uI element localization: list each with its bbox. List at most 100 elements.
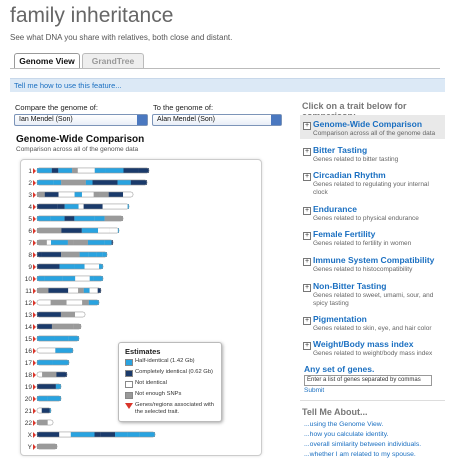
- trait-name[interactable]: Female Fertility: [313, 229, 376, 239]
- chromosome-segment: [37, 312, 61, 317]
- chromosome-label: 8: [28, 252, 32, 259]
- chromosome-segment: [50, 216, 65, 221]
- chromosome-outline: [36, 251, 108, 258]
- chromosome-marker: [33, 240, 36, 246]
- chromosome-segment: [93, 276, 103, 281]
- chromosome-segment: [67, 240, 74, 245]
- chromosome-segment: [61, 252, 80, 257]
- chromosome-segment: [49, 408, 51, 413]
- to-select[interactable]: Alan Mendel (Son): [152, 114, 282, 126]
- chromosome-outline: [36, 443, 58, 450]
- chromosome-marker: [33, 264, 36, 270]
- legend-swatch: [125, 381, 133, 388]
- chromosome-segment: [57, 204, 65, 209]
- chromosome-segment: [73, 240, 88, 245]
- trait-expand[interactable]: +: [303, 317, 311, 325]
- trait-expand[interactable]: +: [303, 342, 311, 350]
- tab-divider: [10, 68, 440, 69]
- tab[interactable]: GrandTree: [82, 53, 144, 68]
- chromosome-marker: [33, 336, 36, 342]
- tab-active[interactable]: Genome View: [14, 53, 80, 68]
- chromosome-segment: [93, 192, 100, 197]
- chromosome-outline: [36, 227, 120, 234]
- trait-name[interactable]: Non-Bitter Tasting: [313, 281, 387, 291]
- help-link[interactable]: Tell me how to use this feature...: [14, 81, 122, 90]
- trait-name[interactable]: Circadian Rhythm: [313, 170, 386, 180]
- compare-label: Compare the genome of:: [15, 103, 98, 112]
- tell-me-link[interactable]: ...overall similarity between individual…: [304, 441, 422, 448]
- chromosome-segment: [50, 300, 67, 305]
- tell-me-title: Tell Me About...: [302, 407, 368, 417]
- chromosome-marker: [33, 252, 36, 258]
- chromosome-segment: [85, 180, 93, 185]
- chromosome-outline: [36, 299, 100, 306]
- chromosome-segment: [37, 348, 56, 353]
- chromosome-segment: [37, 408, 42, 413]
- chromosome-marker: [33, 432, 36, 438]
- tell-me-link[interactable]: ...how you calculate identity.: [304, 431, 389, 438]
- tell-me-link[interactable]: ...whether I am related to my spouse.: [304, 451, 416, 458]
- chromosome-segment: [46, 240, 52, 245]
- chromosome-segment: [47, 420, 53, 425]
- trait-expand[interactable]: +: [303, 148, 311, 156]
- chromosome-segment: [104, 240, 112, 245]
- chromosome-segment: [88, 300, 99, 305]
- page-subtitle: See what DNA you share with relatives, b…: [10, 33, 233, 42]
- chromosome-segment: [52, 360, 69, 365]
- chromosome-marker: [33, 396, 36, 402]
- chromosome-segment: [89, 276, 94, 281]
- chromosome-outline: [36, 311, 86, 318]
- trait-description: Genes related to weight/body mass index: [313, 350, 433, 357]
- trait-expand[interactable]: +: [303, 284, 311, 292]
- chromosome-label: 7: [28, 240, 32, 247]
- trait-description: Genes related to histocompatibility: [313, 266, 413, 273]
- legend-swatch: [125, 392, 133, 399]
- chromosome-label: 6: [28, 228, 32, 235]
- chromosome-segment: [123, 168, 139, 173]
- chromosome-label: 18: [25, 372, 33, 379]
- gene-input[interactable]: Enter a list of genes separated by comma…: [304, 375, 432, 386]
- trait-name[interactable]: Immune System Compatibility: [313, 255, 435, 265]
- trait-expand[interactable]: +: [303, 258, 311, 266]
- trait-expand[interactable]: +: [303, 207, 311, 215]
- chromosome-segment: [55, 348, 73, 353]
- trait-name[interactable]: Endurance: [313, 204, 357, 214]
- chromosome-segment: [37, 324, 52, 329]
- chromosome-marker: [33, 372, 36, 378]
- trait-expand[interactable]: +: [303, 232, 311, 240]
- chromosome-segment: [60, 312, 76, 317]
- chromosome-label: 2: [28, 180, 32, 187]
- trait-name[interactable]: Genome-Wide Comparison: [313, 119, 423, 129]
- chromosome-outline: [36, 359, 70, 366]
- chromosome-segment: [51, 168, 59, 173]
- chromosome-marker: [33, 192, 36, 198]
- chromosome-segment: [105, 168, 124, 173]
- trait-expand[interactable]: +: [303, 173, 311, 181]
- trait-name[interactable]: Bitter Tasting: [313, 145, 368, 155]
- trait-name[interactable]: Pigmentation: [313, 314, 367, 324]
- chromosome-segment: [89, 288, 98, 293]
- legend: Estimates Half-identical (1.42 Gb) Compl…: [118, 342, 222, 422]
- chromosome-segment: [117, 228, 119, 233]
- chromosome-segment: [37, 336, 55, 341]
- chromosome-segment: [37, 288, 49, 293]
- chromosome-segment: [37, 168, 52, 173]
- help-bar: Tell me how to use this feature...: [10, 78, 445, 92]
- chromosome-segment: [42, 372, 57, 377]
- chromosome-label: 12: [25, 300, 33, 307]
- trait-expand[interactable]: +: [303, 122, 311, 130]
- chromosome-segment: [64, 204, 79, 209]
- trait-description: Comparison across all of the genome data: [313, 130, 436, 137]
- chromosome-segment: [83, 204, 103, 209]
- trait-description: Genes related to fertility in women: [313, 240, 412, 247]
- tell-me-link[interactable]: ...using the Genome View.: [304, 421, 384, 428]
- to-label: To the genome of:: [153, 103, 214, 112]
- chromosome-segment: [61, 228, 82, 233]
- chromosome-segment: [48, 288, 69, 293]
- trait-name[interactable]: Weight/Body mass index: [313, 339, 414, 349]
- submit-button[interactable]: Submit: [304, 387, 325, 394]
- chromosome-segment: [87, 240, 105, 245]
- legend-swatch: [125, 370, 133, 377]
- compare-select[interactable]: Ian Mendel (Son): [14, 114, 148, 126]
